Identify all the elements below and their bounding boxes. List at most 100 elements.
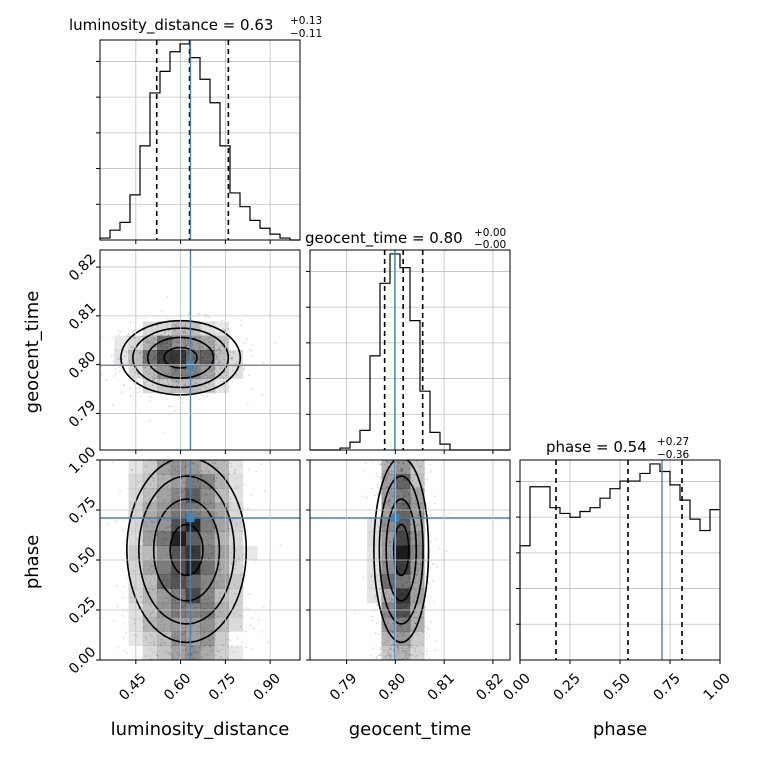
density-luminosity-distance-vs-phase-point-589 <box>214 637 217 640</box>
density-geocent-time-vs-phase-point-409 <box>388 646 391 649</box>
density-geocent-time-vs-phase-point-28 <box>384 469 387 472</box>
density-luminosity-distance-vs-geocent-time-point-455 <box>132 375 135 378</box>
density-luminosity-distance-vs-phase-point-639 <box>191 645 193 647</box>
density-luminosity-distance-vs-geocent-time-point-429 <box>186 344 188 347</box>
density-luminosity-distance-vs-geocent-time-point-597 <box>139 335 141 338</box>
density-luminosity-distance-vs-geocent-time-point-848 <box>196 372 199 375</box>
density-luminosity-distance-vs-phase-point-655 <box>177 465 179 468</box>
density-luminosity-distance-vs-phase-point-497 <box>209 644 212 647</box>
density-geocent-time-vs-phase-point-510 <box>411 547 414 550</box>
density-geocent-time-vs-phase-point-772 <box>424 478 427 481</box>
density-luminosity-distance-vs-phase-point-383 <box>145 639 148 641</box>
density-geocent-time-vs-phase-block-6-8 <box>395 574 411 589</box>
density-luminosity-distance-vs-geocent-time-point-375 <box>184 384 187 387</box>
density-luminosity-distance-vs-geocent-time-point-440 <box>207 376 209 379</box>
density-luminosity-distance-vs-phase-point-352 <box>164 547 167 550</box>
density-luminosity-distance-vs-phase-point-835 <box>122 586 125 588</box>
density-luminosity-distance-vs-geocent-time-point-134 <box>201 377 204 379</box>
density-luminosity-distance-vs-geocent-time-point-186 <box>231 380 234 383</box>
density-luminosity-distance-vs-geocent-time-point-487 <box>153 377 156 380</box>
density-geocent-time-vs-phase-point-823 <box>408 649 411 652</box>
density-luminosity-distance-vs-phase-point-466 <box>208 536 211 539</box>
density-luminosity-distance-vs-phase-point-324 <box>156 461 159 464</box>
density-luminosity-distance-vs-phase-point-407 <box>161 502 164 505</box>
density-geocent-time-vs-phase-block-5-5 <box>381 531 397 547</box>
density-geocent-time-vs-phase-point-437 <box>388 541 391 544</box>
density-luminosity-distance-vs-geocent-time-point-812 <box>231 356 234 359</box>
density-geocent-time-vs-phase-point-667 <box>375 576 378 579</box>
density-geocent-time-vs-phase-point-764 <box>403 649 406 652</box>
density-luminosity-distance-vs-phase-point-460 <box>214 634 217 637</box>
density-luminosity-distance-vs-geocent-time-point-789 <box>176 380 179 383</box>
density-geocent-time-vs-phase-point-696 <box>396 649 399 652</box>
density-luminosity-distance-vs-phase-point-334 <box>210 596 213 599</box>
density-geocent-time-vs-phase-point-268 <box>400 467 403 470</box>
density-luminosity-distance-vs-phase-point-392 <box>168 635 171 638</box>
density-luminosity-distance-vs-phase-point-685 <box>133 622 136 625</box>
density-luminosity-distance-vs-geocent-time-point-329 <box>120 391 123 393</box>
density-geocent-time-vs-phase-point-135 <box>391 491 393 494</box>
density-geocent-time-vs-phase-point-896 <box>415 574 418 577</box>
density-geocent-time-vs-phase-point-372 <box>386 652 389 654</box>
density-geocent-time-vs-phase-point-710 <box>410 578 413 581</box>
density-luminosity-distance-vs-geocent-time-point-236 <box>158 379 161 382</box>
density-luminosity-distance-vs-phase-point-130 <box>226 657 229 660</box>
density-luminosity-distance-vs-geocent-time-point-111 <box>133 336 136 339</box>
density-luminosity-distance-vs-geocent-time-point-485 <box>183 330 186 333</box>
density-geocent-time-vs-phase-point-459 <box>382 472 385 475</box>
density-geocent-time-vs-phase-point-537 <box>410 467 413 469</box>
density-luminosity-distance-vs-phase-point-382 <box>202 583 204 586</box>
density-geocent-time-vs-phase-point-755 <box>414 656 417 659</box>
density-luminosity-distance-vs-geocent-time-point-650 <box>175 380 177 383</box>
density-luminosity-distance-vs-phase-point-514 <box>208 650 211 653</box>
density-luminosity-distance-vs-phase-point-601 <box>214 462 217 465</box>
density-luminosity-distance-vs-geocent-time-point-749 <box>192 344 194 347</box>
density-luminosity-distance-vs-phase-point-296 <box>233 472 236 475</box>
density-geocent-time-vs-phase-point-400 <box>362 576 365 579</box>
density-luminosity-distance-vs-geocent-time-point-122 <box>111 337 114 339</box>
density-luminosity-distance-vs-geocent-time-point-125 <box>209 370 212 373</box>
density-luminosity-distance-vs-geocent-time-point-53 <box>118 333 120 336</box>
density-luminosity-distance-vs-phase-point-357 <box>150 573 153 576</box>
density-geocent-time-vs-phase-point-176 <box>412 554 415 556</box>
density-luminosity-distance-vs-geocent-time-point-415 <box>166 317 169 320</box>
density-luminosity-distance-vs-phase-point-198 <box>133 618 136 621</box>
density-luminosity-distance-vs-geocent-time-point-472 <box>225 371 228 374</box>
density-geocent-time-vs-phase-block-6-6 <box>395 545 411 561</box>
density-luminosity-distance-vs-geocent-time-point-320 <box>198 346 200 349</box>
density-luminosity-distance-vs-geocent-time-point-367 <box>166 296 169 298</box>
density-luminosity-distance-vs-phase-point-45 <box>164 500 167 502</box>
density-geocent-time-vs-phase-point-606 <box>431 579 434 582</box>
density-luminosity-distance-vs-phase-point-551 <box>195 612 198 614</box>
density-luminosity-distance-vs-geocent-time-point-775 <box>231 369 234 372</box>
density-luminosity-distance-vs-phase-point-360 <box>216 477 219 480</box>
density-geocent-time-vs-phase-point-652 <box>412 537 415 539</box>
density-luminosity-distance-vs-phase-point-169 <box>200 656 203 658</box>
density-geocent-time-vs-phase-point-615 <box>391 529 394 532</box>
density-luminosity-distance-vs-phase-point-266 <box>178 471 181 473</box>
density-luminosity-distance-vs-geocent-time-point-814 <box>131 346 134 349</box>
density-geocent-time-vs-phase-point-766 <box>429 534 432 537</box>
density-luminosity-distance-vs-geocent-time-point-560 <box>219 350 222 353</box>
density-luminosity-distance-vs-phase-point-857 <box>192 603 195 606</box>
density-luminosity-distance-vs-geocent-time-point-45 <box>174 344 176 347</box>
density-luminosity-distance-vs-geocent-time-point-184 <box>149 396 151 398</box>
density-luminosity-distance-vs-phase-point-676 <box>192 619 195 621</box>
density-luminosity-distance-vs-geocent-time-point-77 <box>176 332 179 335</box>
density-geocent-time-vs-phase-block-4-8 <box>367 574 382 589</box>
density-luminosity-distance-vs-phase-point-240 <box>178 653 181 656</box>
density-geocent-time-vs-phase-point-546 <box>380 560 383 563</box>
density-geocent-time-vs-phase-point-417 <box>382 626 385 629</box>
density-luminosity-distance-vs-phase-point-465 <box>150 520 153 523</box>
density-luminosity-distance-vs-geocent-time-point-314 <box>246 404 249 407</box>
density-luminosity-distance-vs-phase-block-6-6 <box>185 545 201 561</box>
hist-phase-xticklabel-3: 0.75 <box>650 670 683 703</box>
density-geocent-time-vs-phase-point-303 <box>381 597 384 600</box>
density-geocent-time-vs-phase-point-209 <box>389 655 392 658</box>
density-geocent-time-vs-phase-point-158 <box>424 625 427 628</box>
density-luminosity-distance-vs-phase-point-502 <box>164 596 167 599</box>
density-luminosity-distance-vs-phase-point-512 <box>194 651 197 654</box>
density-luminosity-distance-vs-geocent-time-point-576 <box>195 378 198 380</box>
density-luminosity-distance-vs-phase-point-230 <box>152 571 155 574</box>
density-geocent-time-vs-phase-point-414 <box>413 581 416 584</box>
